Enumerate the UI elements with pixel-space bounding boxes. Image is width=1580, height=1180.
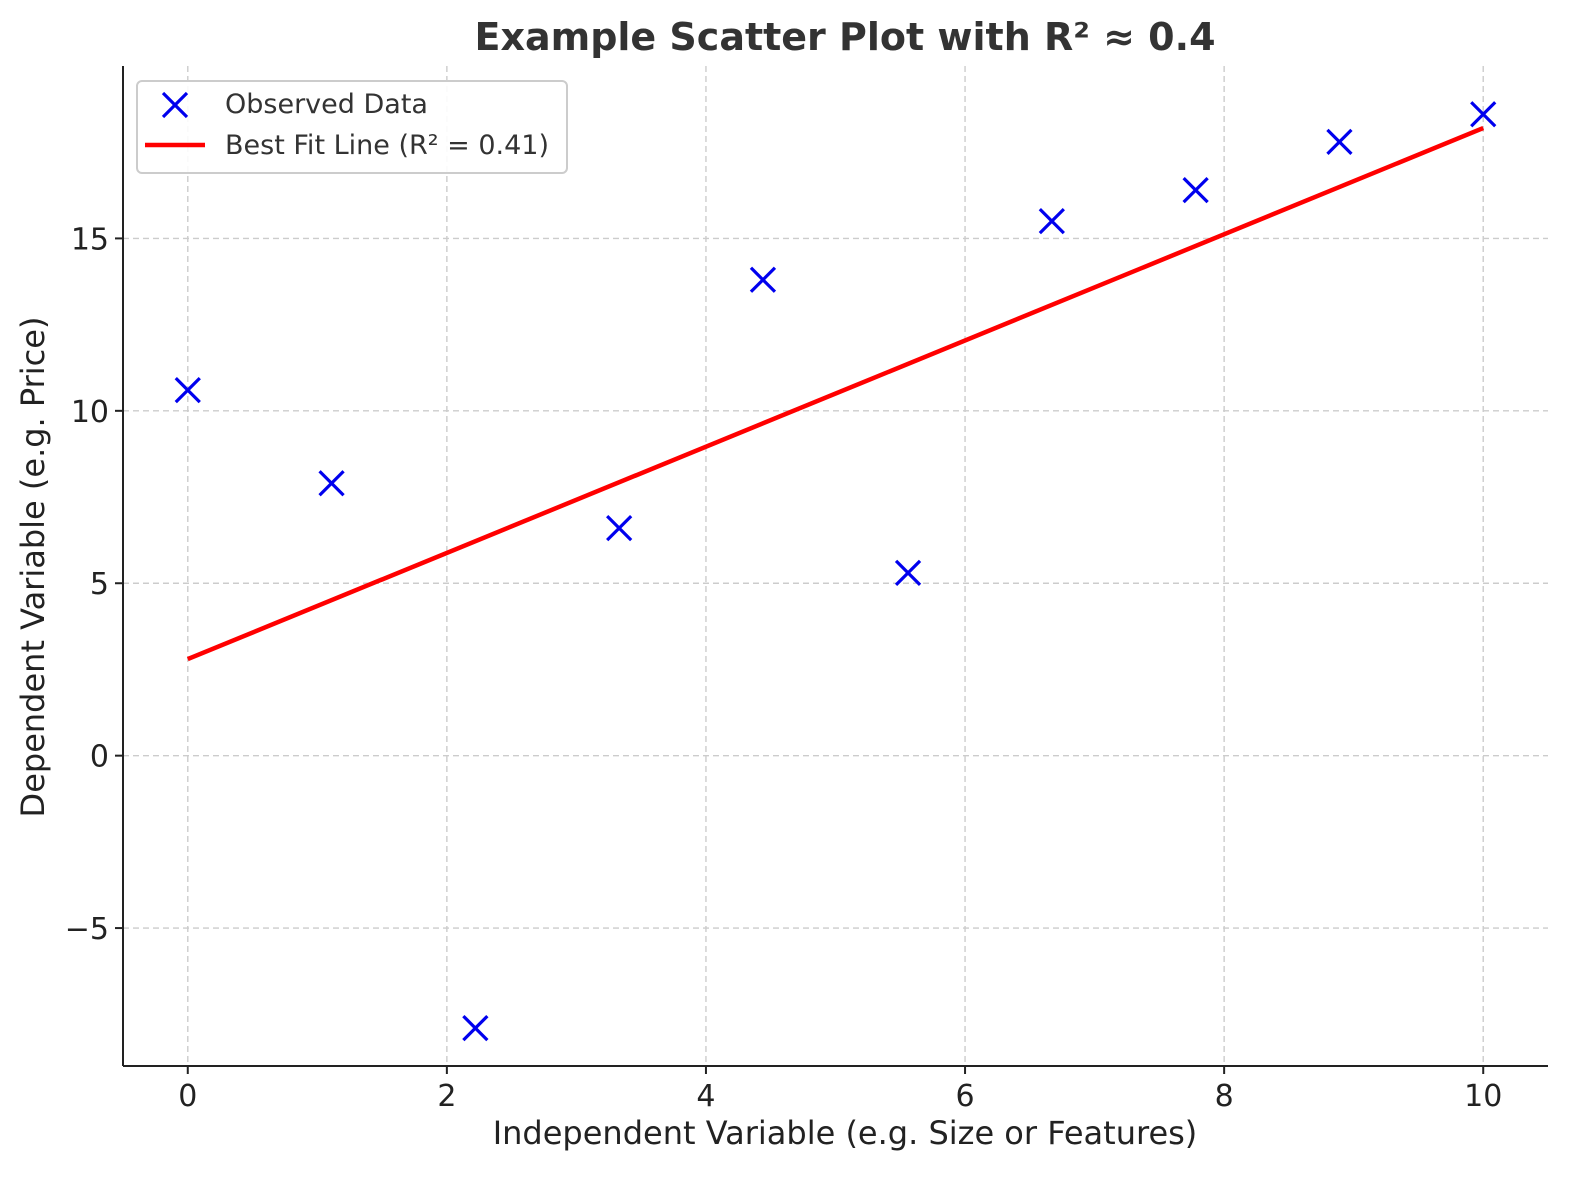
y-tick-label: 5 xyxy=(90,567,109,602)
legend-x-glyph xyxy=(161,91,189,119)
legend-entry-observed: Observed Data xyxy=(161,89,428,120)
points-layer xyxy=(174,101,1497,1042)
scatter-point xyxy=(462,1014,489,1042)
legend-box xyxy=(136,80,568,174)
legend-x-marker-icon xyxy=(161,91,189,119)
scatter-point xyxy=(1182,177,1209,204)
axes-layer: 0 2 4 6 8 10 −5 0 5 10 15 xyxy=(65,66,1548,1114)
scatter-point xyxy=(318,470,345,497)
y-tick-label: −5 xyxy=(65,912,109,947)
legend: Observed Data Best Fit Line (R² = 0.41) xyxy=(136,80,568,174)
scatter-point xyxy=(1038,208,1065,235)
scatter-point xyxy=(1470,101,1497,128)
scatter-point xyxy=(749,266,777,293)
y-axis-label: Dependent Variable (e.g. Price) xyxy=(14,317,52,818)
x-tick-label: 2 xyxy=(437,1079,456,1114)
y-tick-label: 15 xyxy=(71,222,109,257)
scatter-point xyxy=(174,377,201,404)
legend-label-best-fit: Best Fit Line (R² = 0.41) xyxy=(225,130,549,161)
y-tick-label: 0 xyxy=(90,740,109,775)
x-axis-label: Independent Variable (e.g. Size or Featu… xyxy=(493,1114,1198,1152)
best-fit-line xyxy=(186,125,1485,662)
legend-entry-best-fit: Best Fit Line (R² = 0.41) xyxy=(145,130,549,161)
grid-layer xyxy=(123,66,1548,1066)
scatter-point xyxy=(606,514,633,542)
x-tick-label: 6 xyxy=(955,1079,974,1114)
x-tick-label: 10 xyxy=(1464,1079,1502,1114)
scatter-point xyxy=(1326,128,1353,155)
x-tick-label: 0 xyxy=(178,1079,197,1114)
chart-title: Example Scatter Plot with R² ≈ 0.4 xyxy=(474,15,1215,59)
x-tick-label: 8 xyxy=(1215,1079,1234,1114)
scatter-point xyxy=(894,559,922,587)
fit-line-layer xyxy=(186,125,1485,662)
legend-label-observed: Observed Data xyxy=(225,89,428,120)
y-tick-label: 10 xyxy=(71,395,109,430)
x-tick-label: 4 xyxy=(696,1079,715,1114)
